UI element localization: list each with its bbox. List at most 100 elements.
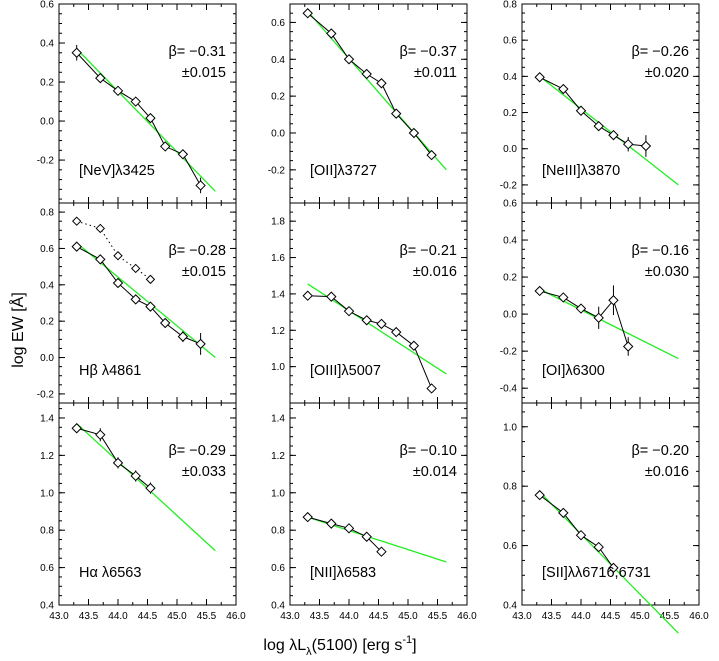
beta-label: β= −0.26 bbox=[631, 44, 689, 60]
data-point bbox=[534, 285, 545, 297]
x-axis-label-sub: λ bbox=[306, 646, 312, 658]
y-tick-label: -0.4 bbox=[500, 384, 518, 395]
beta-label: β= −0.10 bbox=[399, 443, 457, 459]
y-tick-label: 0.4 bbox=[503, 236, 517, 247]
y-tick-label: 1.4 bbox=[40, 413, 54, 424]
beta-error-label: ±0.016 bbox=[645, 464, 689, 480]
x-tick-label: 44.5 bbox=[138, 611, 158, 622]
fit-line bbox=[76, 48, 216, 192]
beta-error-label: ±0.020 bbox=[645, 65, 689, 81]
y-tick-label: 0.4 bbox=[271, 601, 285, 612]
data-point bbox=[575, 303, 587, 314]
y-tick-label: 0.6 bbox=[503, 541, 517, 552]
beta-label: β= −0.16 bbox=[631, 243, 689, 259]
x-axis-label-main: log λL bbox=[263, 637, 306, 654]
dotted-series-point bbox=[113, 251, 123, 261]
data-line bbox=[76, 246, 201, 345]
dotted-series-line bbox=[76, 220, 151, 280]
line-name-label: [NeIII]λ3870 bbox=[542, 163, 620, 179]
dotted-series-point bbox=[95, 223, 106, 234]
x-tick-label: 45.5 bbox=[428, 611, 448, 622]
y-tick-label: 0.0 bbox=[40, 117, 54, 128]
x-tick-label: 45.0 bbox=[630, 611, 650, 622]
y-tick-label: -0.2 bbox=[37, 389, 55, 400]
data-point bbox=[177, 149, 189, 160]
y-tick-label: 0.8 bbox=[40, 526, 54, 537]
data-point bbox=[195, 338, 206, 350]
data-point bbox=[558, 83, 569, 95]
line-name-label: [NeV]λ3425 bbox=[79, 163, 155, 179]
y-tick-label: 0.0 bbox=[40, 353, 54, 364]
beta-label: β= −0.28 bbox=[168, 243, 226, 259]
data-point bbox=[376, 546, 387, 557]
beta-error-label: ±0.030 bbox=[645, 264, 689, 280]
y-tick-label: 1.0 bbox=[503, 422, 517, 433]
line-name-label: Hβ λ4861 bbox=[79, 363, 141, 379]
y-tick-label: 0.6 bbox=[40, 0, 54, 11]
y-tick-label: 0.4 bbox=[40, 39, 54, 50]
data-point bbox=[302, 511, 313, 523]
data-point bbox=[159, 141, 171, 152]
x-axis-label: log λLλ(5100) [erg s-1] bbox=[263, 634, 416, 658]
beta-error-label: ±0.015 bbox=[182, 264, 226, 280]
data-point bbox=[622, 138, 634, 150]
y-tick-label: 1.8 bbox=[271, 217, 285, 228]
data-point bbox=[130, 470, 141, 482]
y-tick-label: 0.2 bbox=[40, 317, 54, 328]
x-tick-label: 43.0 bbox=[512, 611, 532, 622]
data-point bbox=[426, 383, 437, 394]
data-point bbox=[159, 317, 171, 329]
x-tick-label: 43.5 bbox=[79, 611, 99, 622]
data-point bbox=[145, 112, 156, 124]
x-tick-label: 46.0 bbox=[457, 611, 477, 622]
beta-label: β= −0.31 bbox=[168, 44, 226, 60]
data-point bbox=[558, 292, 569, 303]
y-tick-label: 0.2 bbox=[271, 92, 285, 103]
x-axis-label-suffix: (5100) [erg s bbox=[312, 637, 403, 654]
y-tick-label: 0.6 bbox=[271, 18, 285, 29]
x-tick-label: 44.5 bbox=[369, 611, 389, 622]
data-point bbox=[408, 127, 420, 139]
y-tick-label: 1.6 bbox=[271, 253, 285, 264]
x-tick-label: 45.0 bbox=[398, 611, 418, 622]
beta-error-label: ±0.016 bbox=[413, 264, 457, 280]
panel-1: -0.2 0.0 0.2 0.4 0.6 β= −0.31 ±0.015 [NeV]λ3425 bbox=[37, 0, 237, 204]
panel-5: 1.0 1.2 1.4 1.6 1.8 β= −0.21 ±0.016 [OIII]λ5007 bbox=[271, 202, 468, 404]
panel-3: -0.2 0.0 0.2 0.4 0.6 0.8 β= −0.26 ±0.020 [NeIII]… bbox=[500, 0, 700, 204]
data-point bbox=[593, 120, 604, 132]
x-tick-label: 44.5 bbox=[601, 611, 621, 622]
x-tick-label: 43.0 bbox=[280, 611, 300, 622]
y-tick-label: 1.0 bbox=[271, 488, 285, 499]
data-point bbox=[640, 140, 652, 152]
data-point bbox=[361, 315, 372, 326]
y-tick-label: 1.2 bbox=[271, 326, 285, 337]
data-point bbox=[95, 254, 106, 265]
data-point bbox=[622, 341, 634, 352]
x-axis-label-sup: -1 bbox=[402, 634, 412, 646]
y-tick-label: 0.4 bbox=[271, 55, 285, 66]
data-point bbox=[145, 301, 156, 312]
y-tick-label: -0.2 bbox=[500, 347, 518, 358]
data-point bbox=[426, 149, 437, 161]
y-tick-label: 1.0 bbox=[271, 362, 285, 373]
data-point bbox=[593, 541, 604, 553]
data-point bbox=[343, 305, 355, 317]
dotted-series-point bbox=[145, 274, 156, 285]
y-tick-label: -0.2 bbox=[500, 180, 518, 191]
y-tick-label: 0.4 bbox=[503, 601, 517, 612]
line-name-label: [OIII]λ5007 bbox=[310, 363, 381, 379]
x-axis-label-close: ] bbox=[412, 637, 416, 654]
data-point bbox=[608, 562, 619, 574]
dotted-series-point bbox=[71, 216, 82, 226]
data-point bbox=[534, 72, 545, 83]
panel-6: -0.4 -0.2 0.0 0.2 0.4 0.6 β= −0.16 ±0.030 [OI]λ6… bbox=[500, 199, 700, 404]
y-tick-label: 1.2 bbox=[40, 451, 54, 462]
data-point bbox=[130, 294, 141, 305]
x-tick-label: 46.0 bbox=[689, 611, 709, 622]
data-point bbox=[112, 277, 124, 289]
data-point bbox=[177, 331, 189, 342]
y-tick-label: 0.4 bbox=[503, 72, 517, 83]
data-point bbox=[112, 457, 124, 469]
line-name-label: [OII]λ3727 bbox=[310, 163, 377, 179]
